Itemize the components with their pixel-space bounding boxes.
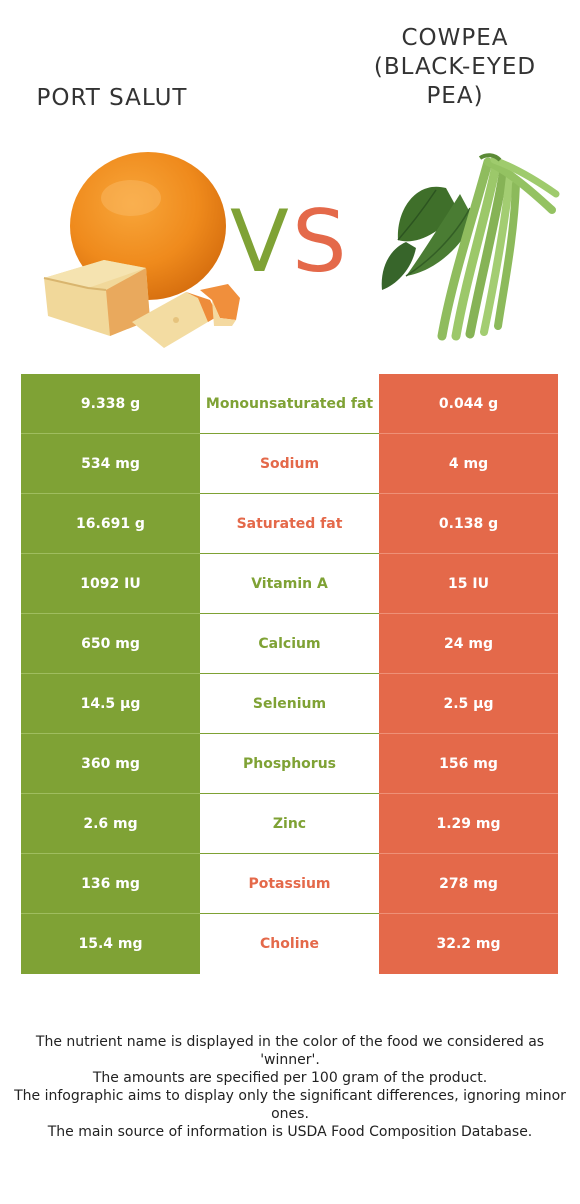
- right-food-value: 0.044 g: [379, 374, 558, 434]
- vs-letter-s: S: [292, 192, 347, 292]
- comparison-table: 9.338 g Monounsaturated fat 0.044 g 534 mg S…: [21, 374, 558, 974]
- right-food-value: 15 IU: [379, 554, 558, 614]
- footer-note-amounts: The amounts are specified per 100 gram o…: [92, 1070, 488, 1086]
- nutrient-name: Potassium: [200, 854, 379, 914]
- table-row: 650 mg Calcium 24 mg: [21, 614, 558, 674]
- cowpea-beans-image: [381, 153, 560, 341]
- nutrient-name: Phosphorus: [200, 734, 379, 794]
- table-row: 534 mg Sodium 4 mg: [21, 434, 558, 494]
- left-food-value: 650 mg: [21, 614, 200, 674]
- table-row: 360 mg Phosphorus 156 mg: [21, 734, 558, 794]
- left-food-value: 136 mg: [21, 854, 200, 914]
- table-row: 16.691 g Saturated fat 0.138 g: [21, 494, 558, 554]
- table-row: 15.4 mg Choline 32.2 mg: [21, 914, 558, 974]
- nutrient-name: Monounsaturated fat: [200, 374, 379, 434]
- left-food-value: 2.6 mg: [21, 794, 200, 854]
- footer-notes: The nutrient name is displayed in the co…: [10, 1033, 570, 1141]
- port-salut-cheese-image: [43, 152, 240, 348]
- right-food-value: 278 mg: [379, 854, 558, 914]
- footer-note-winner: The nutrient name is displayed in the co…: [35, 1034, 545, 1068]
- nutrient-name: Selenium: [200, 674, 379, 734]
- left-food-value: 15.4 mg: [21, 914, 200, 974]
- footer-note-source: The main source of information is USDA F…: [47, 1124, 533, 1140]
- nutrient-name: Saturated fat: [200, 494, 379, 554]
- right-food-value: 2.5 µg: [379, 674, 558, 734]
- nutrient-name: Calcium: [200, 614, 379, 674]
- table-row: 2.6 mg Zinc 1.29 mg: [21, 794, 558, 854]
- nutrient-name: Sodium: [200, 434, 379, 494]
- left-food-value: 534 mg: [21, 434, 200, 494]
- nutrient-name: Vitamin A: [200, 554, 379, 614]
- table-row: 9.338 g Monounsaturated fat 0.044 g: [21, 374, 558, 434]
- right-food-title: COWPEA (BLACK-EYED PEA): [373, 25, 537, 109]
- right-food-value: 1.29 mg: [379, 794, 558, 854]
- left-food-title: PORT SALUT: [36, 85, 188, 111]
- left-food-value: 14.5 µg: [21, 674, 200, 734]
- left-food-value: 9.338 g: [21, 374, 200, 434]
- footer-note-aim: The infographic aims to display only the…: [14, 1088, 566, 1122]
- vs-letter-v: V: [230, 192, 289, 292]
- right-food-value: 0.138 g: [379, 494, 558, 554]
- right-food-value: 156 mg: [379, 734, 558, 794]
- nutrient-name: Choline: [200, 914, 379, 974]
- table-row: 14.5 µg Selenium 2.5 µg: [21, 674, 558, 734]
- right-food-value: 32.2 mg: [379, 914, 558, 974]
- left-food-value: 1092 IU: [21, 554, 200, 614]
- right-food-value: 24 mg: [379, 614, 558, 674]
- left-food-value: 360 mg: [21, 734, 200, 794]
- table-row: 136 mg Potassium 278 mg: [21, 854, 558, 914]
- nutrient-name: Zinc: [200, 794, 379, 854]
- right-food-value: 4 mg: [379, 434, 558, 494]
- vs-logo: V S: [222, 192, 356, 292]
- left-food-value: 16.691 g: [21, 494, 200, 554]
- table-row: 1092 IU Vitamin A 15 IU: [21, 554, 558, 614]
